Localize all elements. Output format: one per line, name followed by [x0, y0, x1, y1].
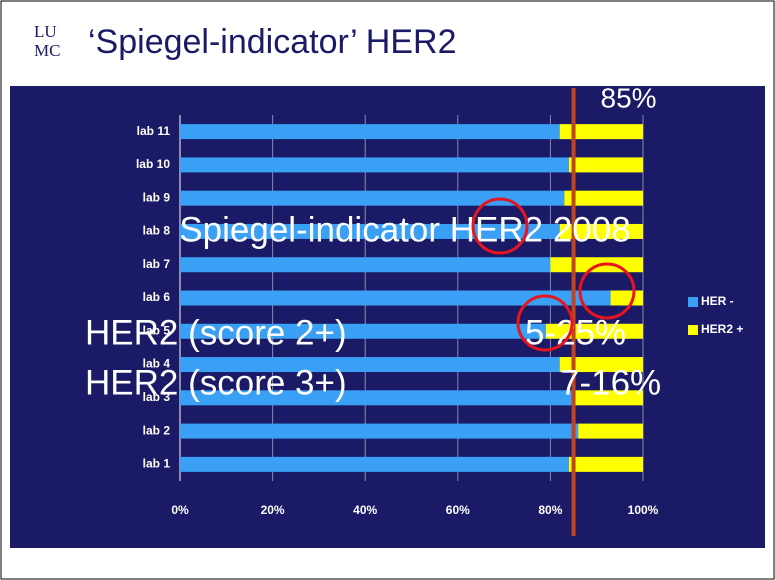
x-tick-label: 40%: [353, 503, 377, 517]
x-tick-label: 20%: [261, 503, 285, 517]
bar-segment: [559, 124, 643, 140]
y-tick-label: lab 7: [143, 257, 171, 271]
bar-segment: [559, 223, 643, 239]
bar-segment: [180, 323, 546, 339]
highlight-circle: [516, 294, 574, 352]
overlay-range: 5-25%: [525, 313, 626, 352]
chart: 0% 20% 40% 60% 80% 100% lab 1 lab 2 lab 3 lab 4 la…: [136, 82, 743, 536]
y-tick-label: lab 8: [143, 224, 171, 238]
overlay-range: 7-16%: [560, 363, 661, 402]
x-tick-label: 0%: [171, 503, 189, 517]
x-tick-label: 80%: [538, 503, 562, 517]
reference-label: 85%: [601, 82, 657, 113]
bar-segment: [559, 357, 643, 373]
bar-segment: [180, 290, 611, 306]
x-tick-label: 60%: [446, 503, 470, 517]
bar-segment: [180, 357, 560, 373]
legend-swatch: [688, 325, 698, 335]
bar-segment: [568, 157, 643, 173]
bar-segment: [564, 190, 643, 206]
highlight-circle: [578, 262, 636, 320]
legend-label: HER2 +: [701, 322, 743, 336]
y-tick-label: lab 11: [137, 124, 171, 138]
bar-segment: [180, 456, 569, 472]
bar-segment: [180, 423, 579, 439]
y-tick-label: lab 2: [143, 423, 171, 437]
logo-bottom: MC: [34, 41, 60, 60]
bar-segment: [180, 124, 560, 140]
overlay-label: HER2 (score 3+): [85, 363, 347, 402]
bar-segment: [180, 390, 574, 406]
bar-segment: [180, 257, 551, 273]
highlight-circle: [471, 197, 529, 255]
y-tick-label: lab 10: [136, 157, 170, 171]
y-tick-label: lab 1: [143, 457, 171, 471]
logo-top: LU: [34, 22, 57, 41]
slide-title: ‘Spiegel-indicator’ HER2: [88, 23, 457, 61]
x-tick-label: 100%: [628, 503, 659, 517]
legend-swatch: [688, 297, 698, 307]
bar-segment: [578, 423, 643, 439]
y-tick-label: lab 9: [143, 190, 171, 204]
overlay-label: HER2 (score 2+): [85, 313, 347, 352]
y-tick-label: lab 3: [143, 390, 171, 404]
bar-segment: [573, 390, 643, 406]
bar-segment: [568, 456, 643, 472]
y-tick-label: lab 5: [143, 323, 171, 337]
y-tick-label: lab 6: [143, 290, 171, 304]
bar-segment: [180, 157, 569, 173]
bar-segment: [180, 223, 560, 239]
y-tick-label: lab 4: [143, 357, 171, 371]
bar-segment: [180, 190, 565, 206]
overlay-heading: Spiegel-indicator HER2 2008: [179, 210, 630, 249]
bar-segment: [610, 290, 643, 306]
legend-label: HER -: [701, 294, 734, 308]
